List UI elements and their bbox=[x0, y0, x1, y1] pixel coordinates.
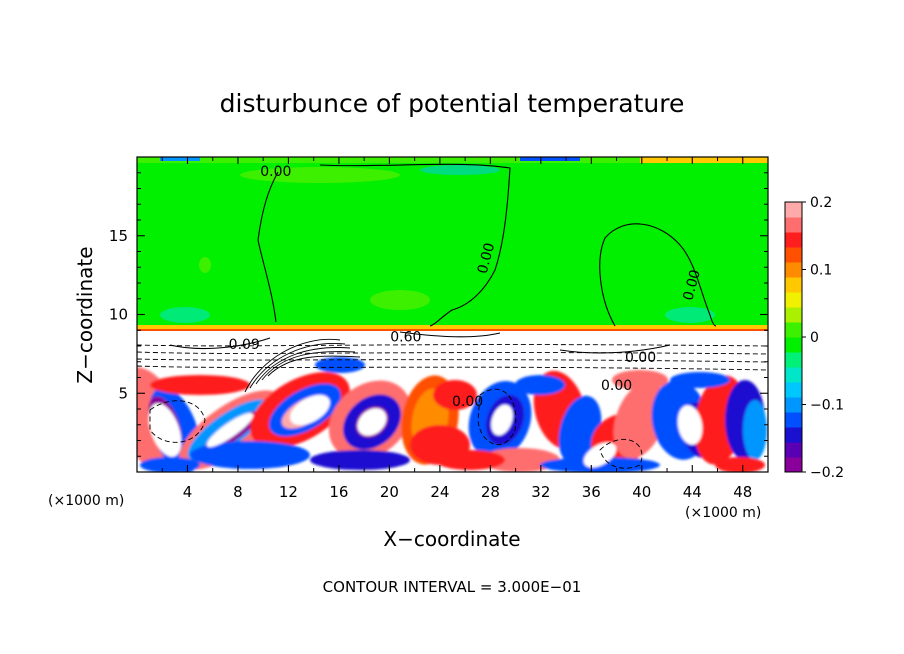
field-core-5 bbox=[677, 405, 703, 445]
x-tick-label-11: 48 bbox=[733, 483, 752, 501]
dashed-contours bbox=[137, 344, 768, 469]
x-tick-label-3: 16 bbox=[329, 483, 348, 501]
colorbar-swatch-15 bbox=[785, 232, 802, 248]
colorbar-swatch-0 bbox=[785, 457, 802, 473]
contour-interval-label: CONTOUR INTERVAL = 3.000E−01 bbox=[323, 578, 582, 596]
colorbar-swatch-3 bbox=[785, 412, 802, 428]
field-blob-26 bbox=[743, 400, 767, 460]
field-blob-29 bbox=[150, 375, 250, 395]
contour-label-5: 0.00 bbox=[601, 378, 632, 394]
colorbar-swatch-5 bbox=[785, 382, 802, 398]
x-unit-label: (×1000 m) bbox=[685, 505, 761, 521]
colorbar-swatch-16 bbox=[785, 217, 802, 233]
x-axis: 4 8 12 16 20 24 28 32 36 40 44 48 bbox=[161, 157, 752, 501]
contour-label-1: 0.00 bbox=[475, 241, 499, 275]
field-blob-32 bbox=[670, 372, 730, 388]
colorbar: 0.2 0.1 0 −0.1 −0.2 bbox=[784, 195, 844, 481]
contour-label-6: 0.00 bbox=[452, 394, 483, 410]
x-tick-label-7: 32 bbox=[531, 483, 550, 501]
x-tick-label-1: 8 bbox=[233, 483, 243, 501]
colorbar-tick-label-1: 0.1 bbox=[810, 263, 832, 279]
field-blob-28 bbox=[515, 375, 565, 395]
colorbar-swatch-13 bbox=[785, 262, 802, 278]
field-core-2 bbox=[357, 408, 387, 436]
contour-label-7: 0.09 bbox=[229, 337, 260, 353]
tight-contours bbox=[244, 338, 361, 393]
colorbar-swatch-17 bbox=[785, 202, 802, 218]
field-core-3 bbox=[491, 404, 513, 436]
x-tick-label-4: 20 bbox=[380, 483, 399, 501]
field-blob-27 bbox=[433, 380, 477, 410]
colorbar-swatch-4 bbox=[785, 397, 802, 413]
x-tick-label-6: 28 bbox=[481, 483, 500, 501]
x-tick-label-10: 44 bbox=[683, 483, 702, 501]
colorbar-swatch-11 bbox=[785, 292, 802, 308]
field-blob-34 bbox=[310, 450, 410, 470]
field-blob-36 bbox=[435, 450, 505, 470]
colorbar-tick-label-4: −0.2 bbox=[810, 465, 844, 481]
field-blob-37 bbox=[140, 457, 200, 472]
colorbar-swatch-12 bbox=[785, 277, 802, 293]
colorbar-swatch-14 bbox=[785, 247, 802, 263]
colorbar-swatch-9 bbox=[785, 322, 802, 338]
x-tick-label-8: 36 bbox=[582, 483, 601, 501]
colorbar-tick-label-2: 0 bbox=[810, 330, 819, 346]
field-blob-30 bbox=[315, 357, 365, 373]
turbulent-field bbox=[137, 357, 767, 472]
field-blob-38 bbox=[715, 457, 765, 472]
y-tick-label-2: 15 bbox=[109, 227, 128, 245]
field-blob-21 bbox=[613, 381, 667, 459]
field-core-6 bbox=[206, 412, 254, 448]
colorbar-swatch-8 bbox=[785, 337, 802, 353]
contour-label-3: 0.60 bbox=[390, 329, 421, 345]
x-tick-label-5: 24 bbox=[430, 483, 449, 501]
x-tick-label-9: 40 bbox=[632, 483, 651, 501]
colorbar-swatch-7 bbox=[785, 352, 802, 368]
field-blob-17 bbox=[480, 448, 560, 472]
field-core-4 bbox=[583, 442, 617, 468]
chart-title: disturbunce of potential temperature bbox=[220, 89, 685, 118]
contour-label-4: 0.00 bbox=[625, 350, 656, 366]
colorbar-swatch-10 bbox=[785, 307, 802, 323]
contour-label-2: 0.00 bbox=[680, 268, 704, 302]
colorbar-tick-label-3: −0.1 bbox=[810, 398, 844, 414]
z-unit-label: (×1000 m) bbox=[48, 493, 124, 509]
x-tick-label-2: 12 bbox=[279, 483, 298, 501]
field-core-0 bbox=[148, 403, 182, 457]
field-core-1 bbox=[290, 394, 330, 426]
field-blob-33 bbox=[190, 441, 310, 469]
field-blob-19 bbox=[558, 395, 602, 465]
field-blob-31 bbox=[612, 370, 668, 390]
y-axis-label: Z−coordinate bbox=[73, 246, 97, 383]
colorbar-swatch-2 bbox=[785, 427, 802, 443]
y-tick-label-1: 10 bbox=[109, 306, 128, 324]
y-axis: 5 10 15 bbox=[109, 172, 768, 457]
upper-field bbox=[137, 157, 768, 329]
x-tick-label-0: 4 bbox=[183, 483, 193, 501]
colorbar-tick-label-0: 0.2 bbox=[810, 195, 832, 211]
plot-area: 0.00 0.00 0.00 0.60 0.00 0.00 0.00 0.09 bbox=[137, 157, 768, 472]
colorbar-swatch-6 bbox=[785, 367, 802, 383]
colorbar-swatch-1 bbox=[785, 442, 802, 458]
contour-labels: 0.00 0.00 0.00 0.60 0.00 0.00 0.00 0.09 bbox=[229, 164, 704, 410]
x-axis-label: X−coordinate bbox=[383, 527, 520, 551]
contour-label-0: 0.00 bbox=[260, 164, 291, 180]
y-tick-label-0: 5 bbox=[118, 384, 128, 402]
contour-lines bbox=[169, 163, 717, 354]
